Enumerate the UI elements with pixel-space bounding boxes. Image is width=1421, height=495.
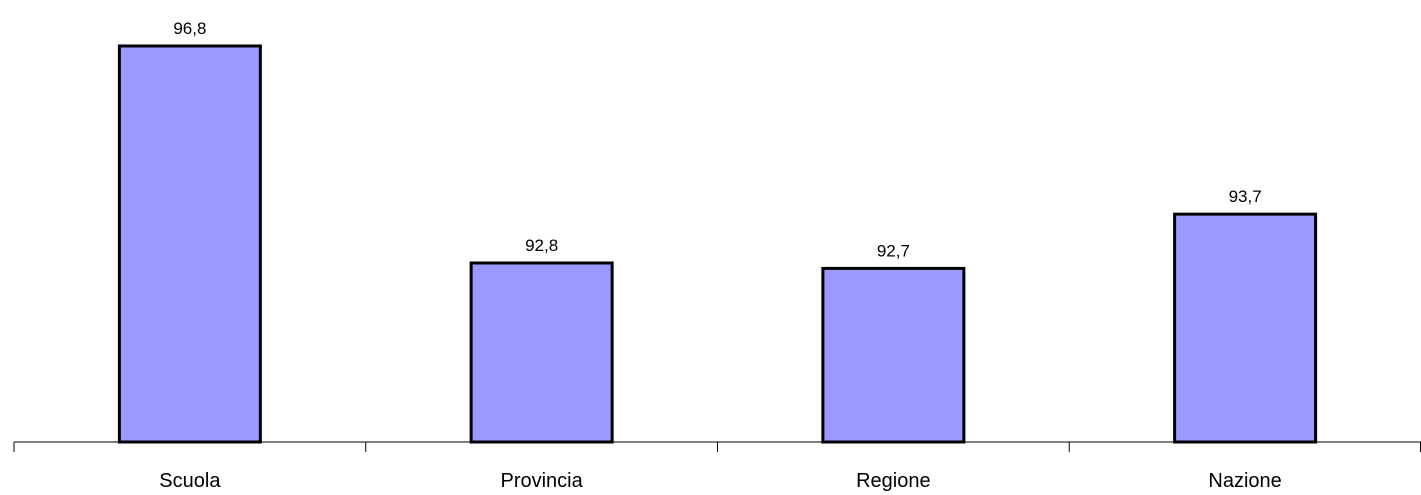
category-label-scuola: Scuola: [159, 470, 221, 492]
x-axis: Scuola Provincia Regione Nazione: [13, 441, 1421, 492]
category-label-regione: Regione: [856, 470, 931, 492]
data-label-scuola: 96,8: [173, 19, 206, 38]
data-label-provincia: 92,8: [525, 236, 558, 255]
data-label-nazione: 93,7: [1229, 187, 1262, 206]
bar-nazione: [1173, 212, 1318, 444]
data-labels-layer: 96,8 92,8 92,7 93,7: [173, 19, 1261, 260]
bars-layer: [117, 44, 1318, 444]
category-label-nazione: Nazione: [1208, 470, 1281, 492]
bar-scuola: [117, 44, 262, 444]
category-label-provincia: Provincia: [500, 470, 583, 492]
data-label-regione: 92,7: [877, 241, 910, 260]
bar-regione: [821, 266, 966, 444]
bar-provincia: [469, 261, 614, 444]
